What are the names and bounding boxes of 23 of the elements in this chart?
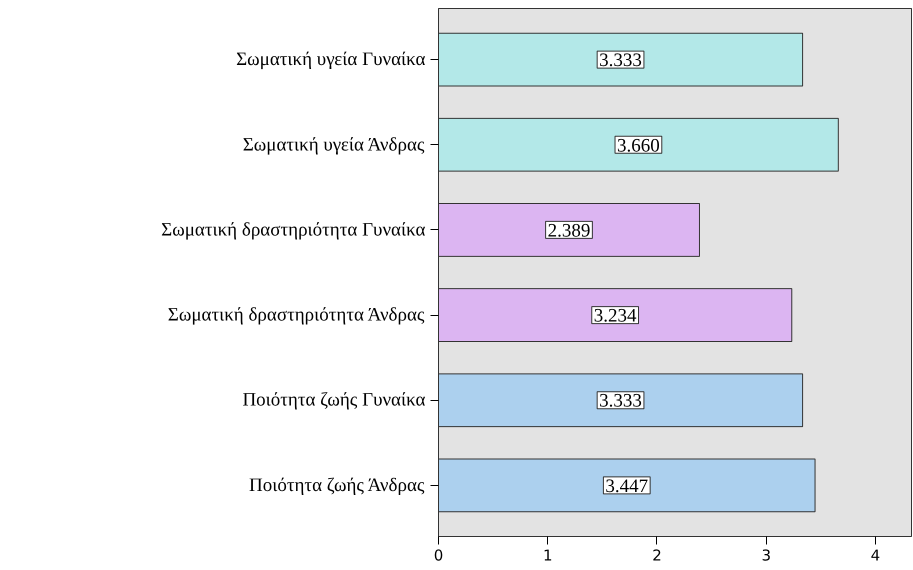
bar <box>438 118 839 172</box>
y-tick-label: Ποιότητα ζωής Γυναίκα <box>242 390 426 411</box>
y-tick-label: Σωματική υγεία Άνδρας <box>242 134 425 156</box>
bar <box>438 32 804 86</box>
bar <box>438 203 700 257</box>
data-label: 2.389 <box>548 220 590 242</box>
data-label: 3.333 <box>599 390 642 412</box>
x-tick-label: 0 <box>434 546 444 564</box>
x-tick-label: 1 <box>542 546 553 564</box>
x-tick-label: 2 <box>652 546 662 564</box>
x-tick-label: 3 <box>761 546 771 564</box>
data-label: 3.333 <box>599 50 642 72</box>
y-tick-label: Ποιότητα ζωής Άνδρας <box>249 474 425 496</box>
y-tick-label: Σωματική δραστηριότητα Άνδρας <box>168 304 425 326</box>
data-label: 3.234 <box>594 306 638 327</box>
x-tick-label: 4 <box>870 546 880 564</box>
bar <box>438 373 804 428</box>
bar <box>438 458 816 512</box>
y-tick-label: Σωματική δραστηριότητα Γυναίκα <box>161 219 426 240</box>
bar <box>438 288 792 342</box>
y-tick-label: Σωματική υγεία Γυναίκα <box>236 49 426 70</box>
data-label: 3.447 <box>605 476 648 497</box>
data-label: 3.660 <box>617 135 660 156</box>
